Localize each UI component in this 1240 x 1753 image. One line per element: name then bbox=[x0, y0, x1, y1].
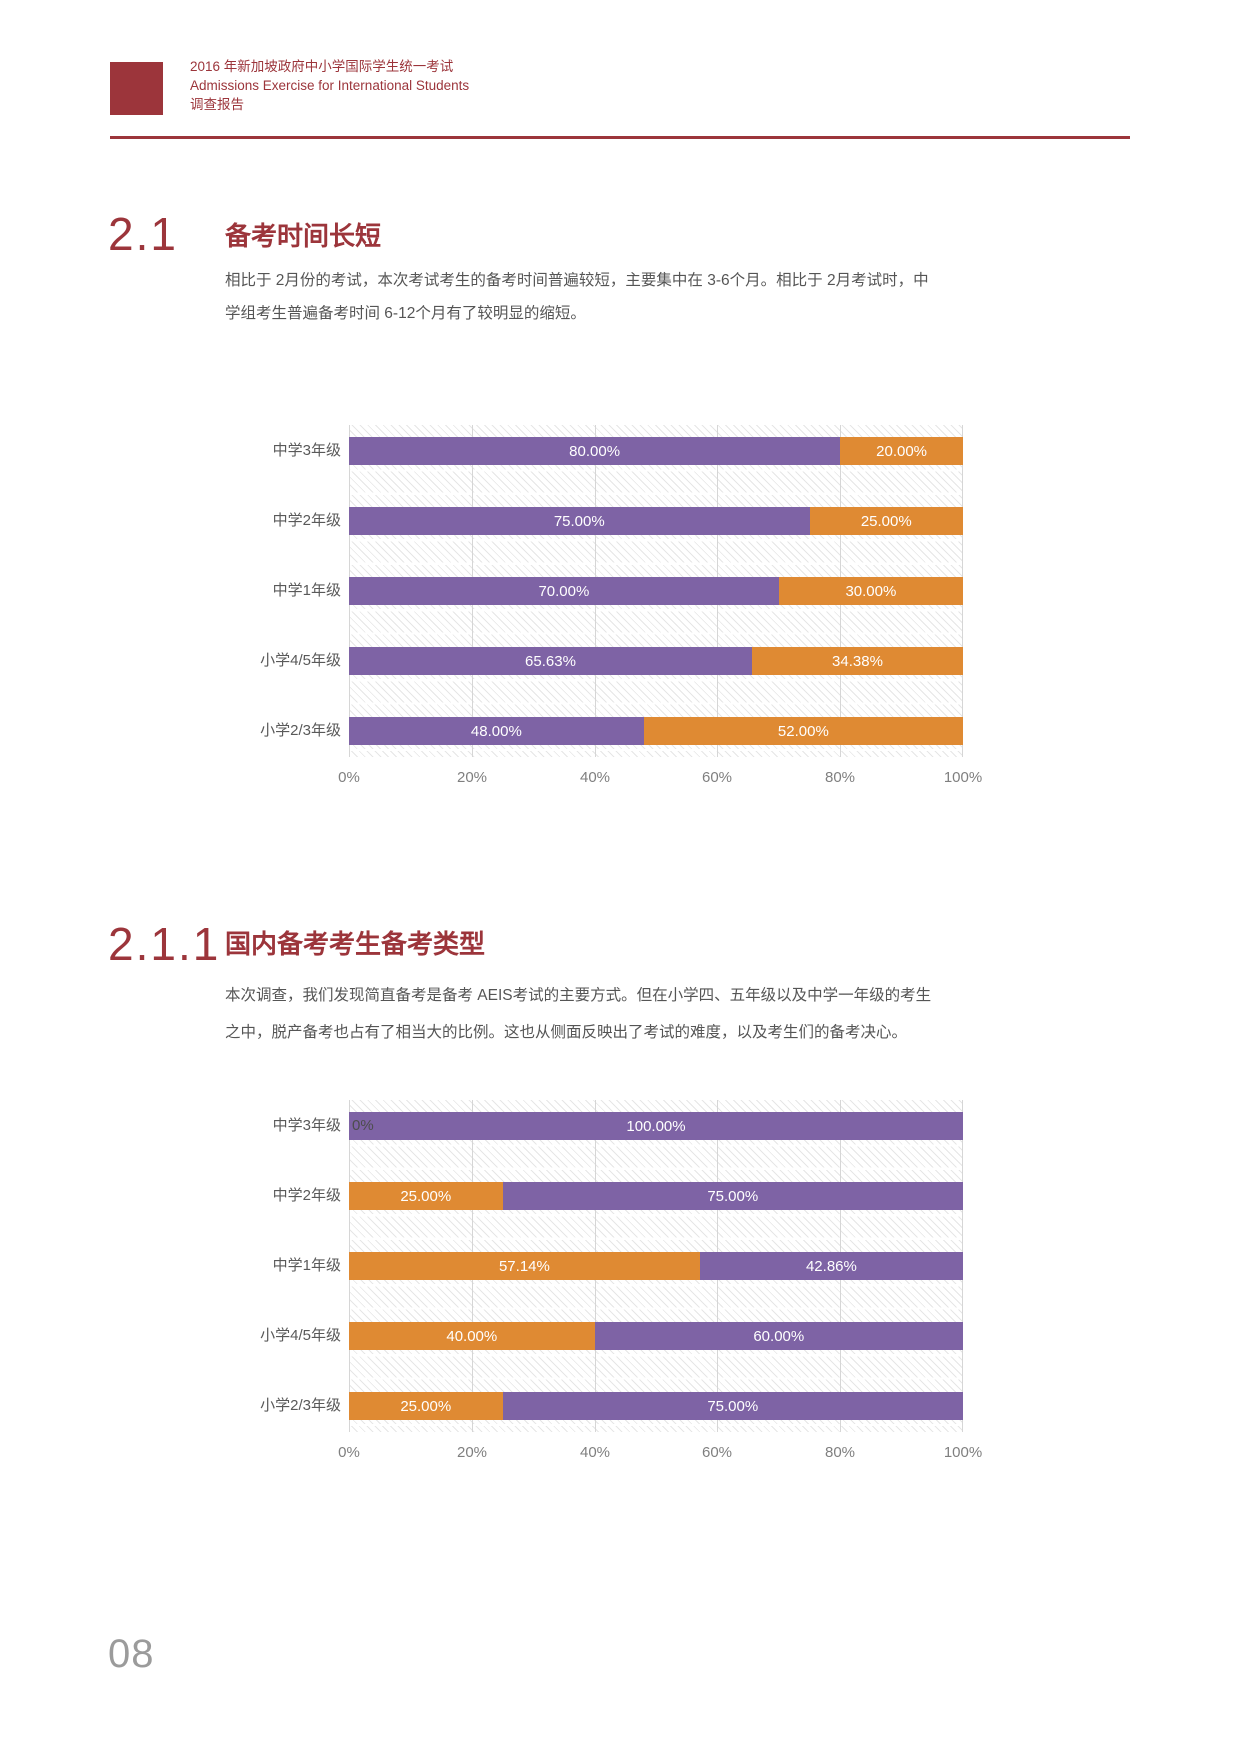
section-number-2-1: 2.1 bbox=[108, 208, 178, 260]
bar-segment: 80.00% bbox=[349, 437, 841, 465]
category-axis: 中学3年级中学2年级中学1年级小学4/5年级 小学2/3年级 bbox=[238, 425, 341, 757]
page-number: 08 bbox=[108, 1632, 155, 1676]
bar-segment: 40.00% bbox=[349, 1322, 595, 1350]
category-label: 小学4/5年级 bbox=[260, 1327, 341, 1344]
category-label: 中学1年级 bbox=[272, 582, 341, 599]
bar-value-label: 20.00% bbox=[876, 442, 928, 460]
section-title-prep-duration: 备考时间长短 bbox=[225, 221, 382, 251]
x-tick-label: 100% bbox=[943, 769, 983, 786]
section-title-prep-type: 国内备考考生备考类型 bbox=[225, 929, 486, 959]
bar-value-label: 30.00% bbox=[845, 582, 897, 600]
bar-row: 75.00% 25.00% bbox=[349, 507, 963, 535]
bar-value-label: 48.00% bbox=[470, 722, 522, 740]
x-tick-label: 60% bbox=[701, 769, 733, 786]
bar-value-label: 42.86% bbox=[805, 1257, 857, 1275]
bar-row: 80.00% 20.00% bbox=[349, 437, 963, 465]
bar-value-label: 75.00% bbox=[707, 1397, 759, 1415]
bar-value-label: 57.14% bbox=[498, 1257, 550, 1275]
bar-row: 25.00% 75.00% bbox=[349, 1182, 963, 1210]
bar-row: 0% 100.00% bbox=[349, 1112, 963, 1140]
x-tick-label: 20% bbox=[456, 1444, 488, 1461]
category-label: 小学4/5年级 bbox=[260, 652, 341, 669]
bar-segment: 25.00% bbox=[349, 1392, 503, 1420]
bar-segment: 25.00% bbox=[809, 507, 963, 535]
section-body-prep-duration: 相比于 2月份的考试，本次考试考生的备考时间普遍较短，主要集中在 3-6个月。相… bbox=[225, 272, 929, 322]
x-tick-label: 0% bbox=[338, 1444, 360, 1461]
bar-value-label-zero: 0% bbox=[352, 1117, 374, 1134]
brand-square-logo bbox=[110, 62, 163, 115]
bar-value-label: 80.00% bbox=[569, 442, 621, 460]
bar-segment: 20.00% bbox=[840, 437, 963, 465]
x-tick-label: 0% bbox=[338, 769, 360, 786]
bar-value-label: 60.00% bbox=[753, 1327, 805, 1345]
plot-area: 0% 100.00% 25.00% 75.00% 57.14% 42.86% 40.00% 6… bbox=[349, 1100, 963, 1432]
category-label: 小学2/3年级 bbox=[260, 1397, 341, 1414]
bar-value-label: 75.00% bbox=[553, 512, 605, 530]
bar-segment: 48.00% bbox=[349, 717, 644, 745]
bar-value-label: 100.00% bbox=[626, 1117, 686, 1135]
bar-segment: 30.00% bbox=[778, 577, 963, 605]
bar-value-label: 75.00% bbox=[707, 1187, 759, 1205]
bar-row: 40.00% 60.00% bbox=[349, 1322, 963, 1350]
category-label: 中学3年级 bbox=[272, 442, 341, 459]
bar-segment: 75.00% bbox=[349, 507, 810, 535]
x-tick-label: 60% bbox=[701, 1444, 733, 1461]
x-tick-label: 40% bbox=[579, 1444, 611, 1461]
x-tick-label: 20% bbox=[456, 769, 488, 786]
bar-value-label: 25.00% bbox=[860, 512, 912, 530]
header-divider bbox=[110, 136, 1130, 139]
bar-value-label: 34.38% bbox=[832, 652, 883, 670]
x-tick-label: 40% bbox=[579, 769, 611, 786]
bar-row: 65.63% 34.38% bbox=[349, 647, 963, 675]
header-subtitle: 调查报告 bbox=[190, 97, 244, 112]
bar-segment: 65.63% bbox=[349, 647, 752, 675]
bar-segment: 100.00% bbox=[349, 1112, 963, 1140]
section-number-2-1-1: 2.1.1 bbox=[108, 918, 221, 970]
bar-row: 48.00% 52.00% bbox=[349, 717, 963, 745]
x-tick-label: 80% bbox=[824, 1444, 856, 1461]
bar-value-label: 25.00% bbox=[400, 1187, 452, 1205]
bar-segment: 57.14% bbox=[349, 1252, 700, 1280]
category-label: 中学1年级 bbox=[272, 1257, 341, 1274]
category-axis: 中学3年级中学2年级中学1年级小学4/5年级 小学2/3年级 bbox=[238, 1100, 341, 1432]
bar-value-label: 40.00% bbox=[446, 1327, 498, 1345]
report-header: 2016 年新加坡政府中小学国际学生统一考试 Admissions Exerci… bbox=[190, 57, 469, 114]
bar-segment: 42.86% bbox=[699, 1252, 963, 1280]
chart-prep-type: 中学3年级中学2年级中学1年级小学4/5年级 小学2/3年级 0% 100.00% 25… bbox=[238, 1100, 982, 1475]
bar-segment: 25.00% bbox=[349, 1182, 503, 1210]
category-label: 中学3年级 bbox=[272, 1117, 341, 1134]
x-tick-label: 80% bbox=[824, 769, 856, 786]
category-label: 中学2年级 bbox=[272, 512, 341, 529]
section-body-prep-type: 本次调查，我们发现简直备考是备考 AEIS考试的主要方式。但在小学四、五年级以及… bbox=[225, 987, 932, 1041]
category-label: 中学2年级 bbox=[272, 1187, 341, 1204]
plot-area: 80.00% 20.00% 75.00% 25.00% 70.00% 30.00% 65.6… bbox=[349, 425, 963, 757]
category-label: 小学2/3年级 bbox=[260, 722, 341, 739]
bar-segment: 52.00% bbox=[643, 717, 963, 745]
bar-segment: 34.38% bbox=[751, 647, 963, 675]
bar-value-label: 52.00% bbox=[777, 722, 829, 740]
bar-segment: 70.00% bbox=[349, 577, 779, 605]
bar-value-label: 65.63% bbox=[525, 652, 576, 670]
bar-row: 25.00% 75.00% bbox=[349, 1392, 963, 1420]
header-title-en: Admissions Exercise for International St… bbox=[190, 78, 470, 93]
x-tick-label: 100% bbox=[943, 1444, 983, 1461]
bar-row: 57.14% 42.86% bbox=[349, 1252, 963, 1280]
bar-segment: 75.00% bbox=[502, 1392, 963, 1420]
header-title-cn: 2016 年新加坡政府中小学国际学生统一考试 bbox=[190, 59, 454, 74]
bar-value-label: 25.00% bbox=[400, 1397, 452, 1415]
bar-value-label: 70.00% bbox=[538, 582, 590, 600]
bar-segment: 60.00% bbox=[594, 1322, 963, 1350]
bar-segment: 75.00% bbox=[502, 1182, 963, 1210]
chart-prep-duration: 中学3年级中学2年级中学1年级小学4/5年级 小学2/3年级 80.00% 20.00… bbox=[238, 425, 982, 800]
bar-row: 70.00% 30.00% bbox=[349, 577, 963, 605]
